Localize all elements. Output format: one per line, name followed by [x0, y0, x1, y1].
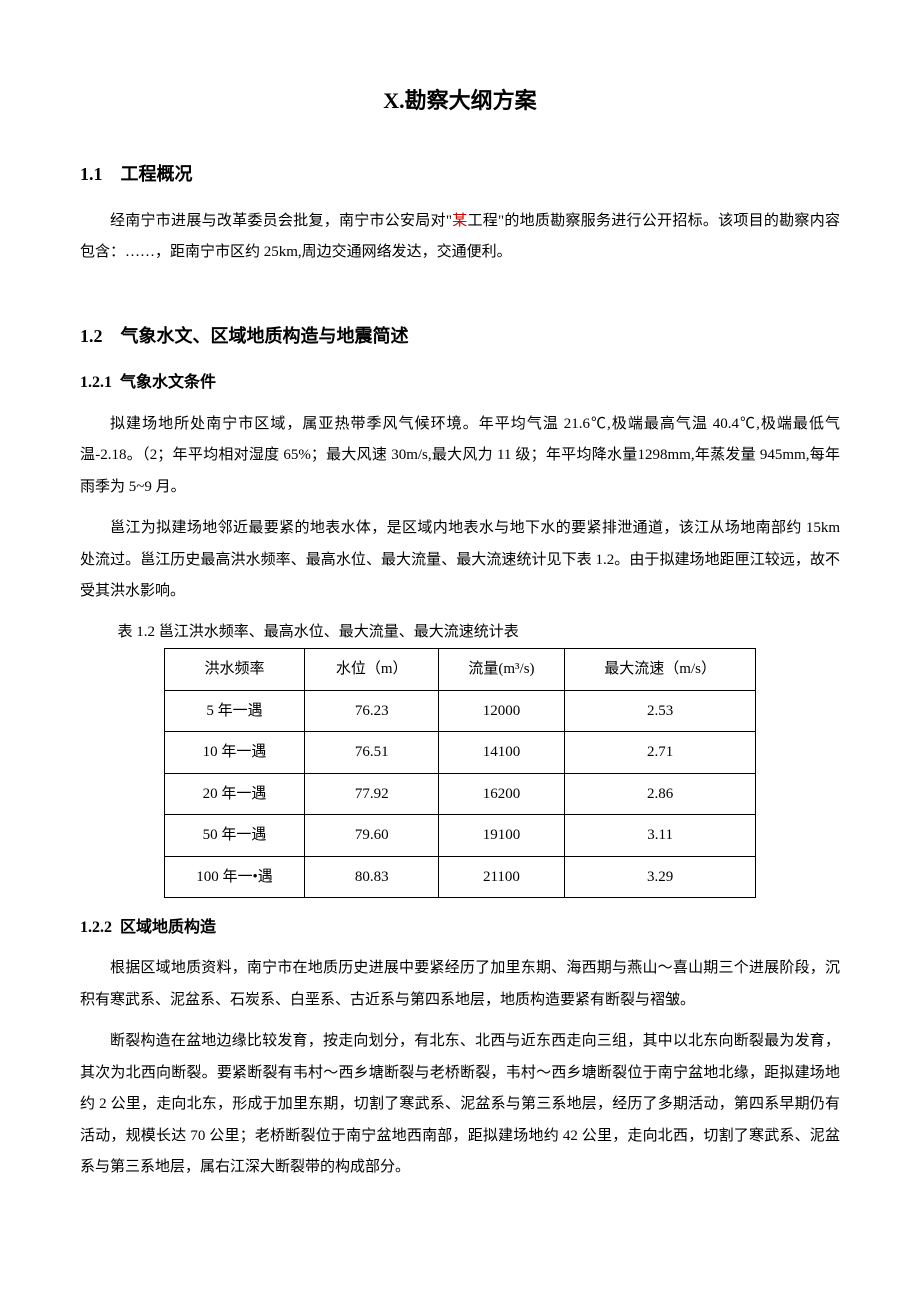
section-spacer [80, 279, 840, 304]
section-1-2-title: 气象水文、区域地质构造与地震简述 [121, 326, 409, 346]
table-cell: 100 年一•遇 [164, 856, 305, 898]
table-cell: 80.83 [305, 856, 439, 898]
document-title: X.勘察大纲方案 [80, 80, 840, 122]
table-header-row: 洪水频率 水位（m） 流量(m³/s) 最大流速（m/s） [164, 649, 756, 691]
section-1-2-1-title: 气象水文条件 [120, 374, 216, 391]
flood-statistics-table: 洪水频率 水位（m） 流量(m³/s) 最大流速（m/s） 5 年一遇 76.2… [164, 648, 757, 898]
table-cell: 2.71 [564, 732, 756, 774]
table-cell: 3.29 [564, 856, 756, 898]
section-1-2-2-title: 区域地质构造 [120, 919, 216, 936]
section-1-2-2-number: 1.2.2 [80, 913, 112, 943]
table-row: 5 年一遇 76.23 12000 2.53 [164, 690, 756, 732]
table-cell: 79.60 [305, 815, 439, 857]
table-cell: 14100 [439, 732, 565, 774]
table-cell: 16200 [439, 773, 565, 815]
section-1-2-1-para-1: 拟建场地所处南宁市区域，属亚热带季风气候环境。年平均气温 21.6℃,极端最高气… [80, 409, 840, 504]
table-cell: 5 年一遇 [164, 690, 305, 732]
table-row: 20 年一遇 77.92 16200 2.86 [164, 773, 756, 815]
table-cell: 76.51 [305, 732, 439, 774]
section-1-1-heading: 1.1 工程概况 [80, 157, 840, 191]
table-row: 100 年一•遇 80.83 21100 3.29 [164, 856, 756, 898]
table-cell: 76.23 [305, 690, 439, 732]
table-header-cell: 流量(m³/s) [439, 649, 565, 691]
table-row: 10 年一遇 76.51 14100 2.71 [164, 732, 756, 774]
table-row: 50 年一遇 79.60 19100 3.11 [164, 815, 756, 857]
table-header-cell: 水位（m） [305, 649, 439, 691]
highlighted-text: 某 [452, 213, 468, 229]
table-cell: 2.86 [564, 773, 756, 815]
table-cell: 50 年一遇 [164, 815, 305, 857]
table-caption: 表 1.2 邕江洪水频率、最高水位、最大流量、最大流速统计表 [80, 618, 840, 647]
section-1-2-1-number: 1.2.1 [80, 368, 112, 398]
section-1-1-number: 1.1 [80, 157, 103, 191]
section-1-1-title: 工程概况 [121, 164, 193, 184]
table-cell: 19100 [439, 815, 565, 857]
table-cell: 20 年一遇 [164, 773, 305, 815]
section-1-2-1-para-2: 邕江为拟建场地邻近最要紧的地表水体，是区域内地表水与地下水的要紧排泄通道，该江从… [80, 513, 840, 608]
section-1-2-2-para-1: 根据区域地质资料，南宁市在地质历史进展中要紧经历了加里东期、海西期与燕山～喜山期… [80, 953, 840, 1016]
table-cell: 12000 [439, 690, 565, 732]
table-cell: 3.11 [564, 815, 756, 857]
section-1-2-2-para-2: 断裂构造在盆地边缘比较发育，按走向划分，有北东、北西与近东西走向三组，其中以北东… [80, 1026, 840, 1184]
para-text-a: 经南宁市进展与改革委员会批复，南宁市公安局对" [110, 213, 452, 229]
table-cell: 2.53 [564, 690, 756, 732]
section-1-1-para-1: 经南宁市进展与改革委员会批复，南宁市公安局对"某工程"的地质勘察服务进行公开招标… [80, 206, 840, 269]
section-1-2-1-heading: 1.2.1 气象水文条件 [80, 368, 840, 398]
table-cell: 10 年一遇 [164, 732, 305, 774]
section-1-2-heading: 1.2 气象水文、区域地质构造与地震简述 [80, 319, 840, 353]
section-1-2-2-heading: 1.2.2 区域地质构造 [80, 913, 840, 943]
table-header-cell: 最大流速（m/s） [564, 649, 756, 691]
section-1-2-number: 1.2 [80, 319, 103, 353]
table-cell: 77.92 [305, 773, 439, 815]
table-cell: 21100 [439, 856, 565, 898]
table-header-cell: 洪水频率 [164, 649, 305, 691]
